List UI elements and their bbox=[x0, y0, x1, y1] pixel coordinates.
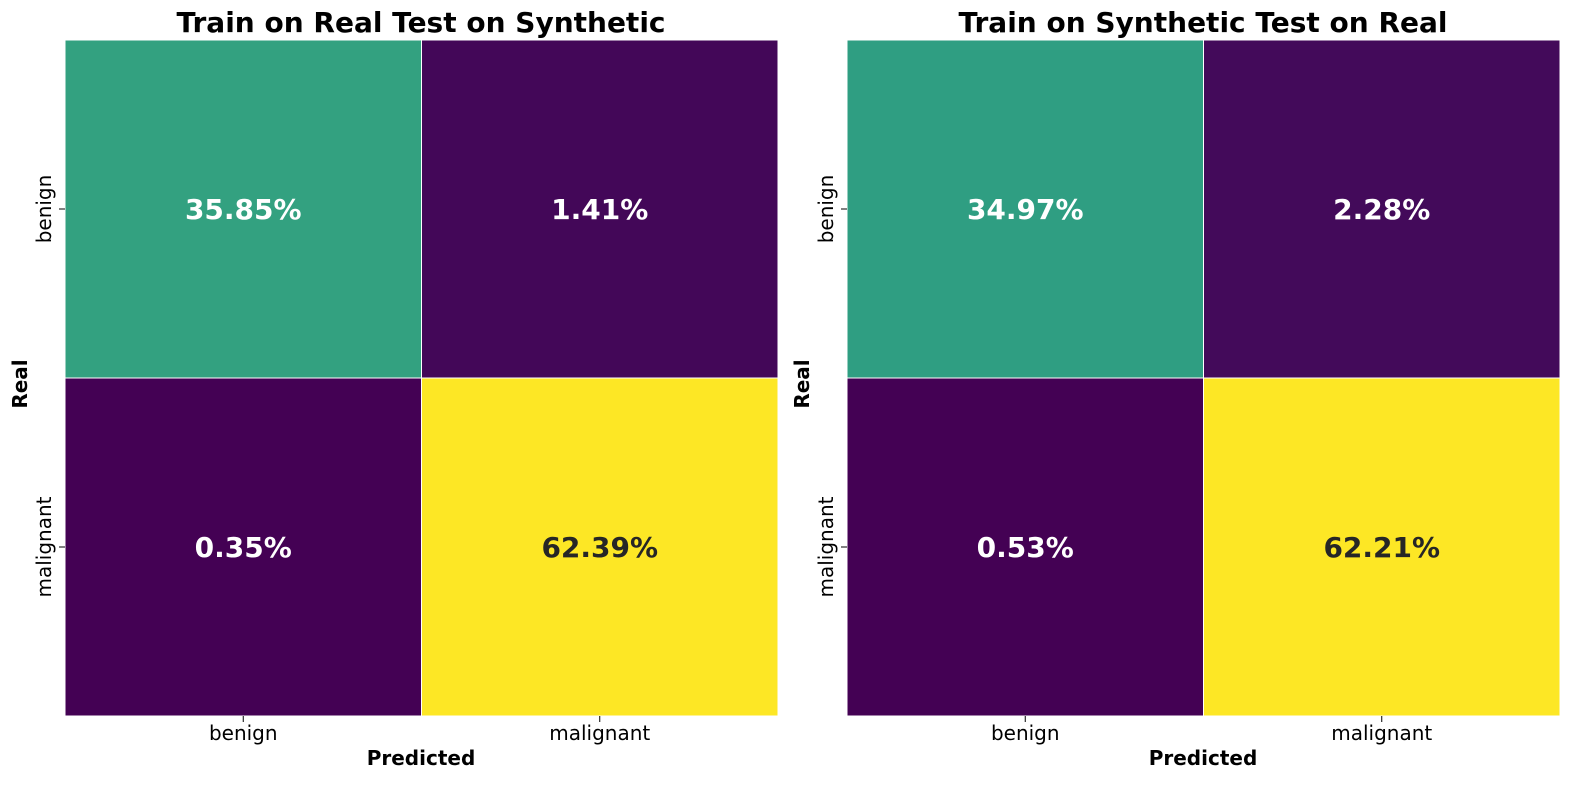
heatmap-cell bbox=[64, 39, 422, 379]
cell-value-label: 62.21% bbox=[1323, 531, 1440, 564]
y-axis-ticks: benign malignant bbox=[32, 175, 65, 598]
cell-value-label: 34.97% bbox=[967, 193, 1084, 226]
y-tick-label: malignant bbox=[814, 496, 838, 597]
y-axis-label: Real bbox=[8, 359, 32, 408]
y-tick-label: benign bbox=[32, 175, 56, 244]
y-tick-label: benign bbox=[814, 175, 838, 244]
x-axis-label: Predicted bbox=[1149, 746, 1258, 770]
x-tick-label: benign bbox=[209, 721, 278, 745]
heatmap-cells: 35.85% 1.41% 0.35% 62.39% bbox=[64, 39, 779, 717]
x-axis-ticks: benign malignant bbox=[209, 716, 650, 745]
cell-value-label: 35.85% bbox=[185, 193, 302, 226]
heatmap-cells: 34.97% 2.28% 0.53% 62.21% bbox=[846, 39, 1561, 717]
heatmap-cell bbox=[64, 377, 422, 717]
heatmap-cell bbox=[421, 39, 779, 379]
heatmap-cell bbox=[421, 377, 779, 717]
cell-value-label: 0.35% bbox=[195, 531, 292, 564]
y-tick-label: malignant bbox=[32, 496, 56, 597]
cell-value-label: 2.28% bbox=[1333, 193, 1430, 226]
x-axis-ticks: benign malignant bbox=[991, 716, 1432, 745]
heatmap-cell bbox=[1203, 377, 1561, 717]
x-tick-label: malignant bbox=[1331, 721, 1432, 745]
heatmap-cell bbox=[1203, 39, 1561, 379]
heatmap-cell bbox=[846, 377, 1204, 717]
cell-value-label: 1.41% bbox=[551, 193, 648, 226]
cell-value-label: 62.39% bbox=[541, 531, 658, 564]
heatmap-panel-train-synthetic-test-real: Train on Synthetic Test on Real 34.97% 2.… bbox=[790, 6, 1561, 770]
heatmap-panel-train-real-test-synthetic: Train on Real Test on Synthetic 35.85% 1.… bbox=[8, 6, 779, 770]
x-tick-label: benign bbox=[991, 721, 1060, 745]
y-axis-label: Real bbox=[790, 359, 814, 408]
cell-value-label: 0.53% bbox=[977, 531, 1074, 564]
chart-title: Train on Synthetic Test on Real bbox=[958, 6, 1447, 39]
x-tick-label: malignant bbox=[549, 721, 650, 745]
chart-title: Train on Real Test on Synthetic bbox=[176, 6, 665, 39]
x-axis-label: Predicted bbox=[367, 746, 476, 770]
y-axis-ticks: benign malignant bbox=[814, 175, 847, 598]
